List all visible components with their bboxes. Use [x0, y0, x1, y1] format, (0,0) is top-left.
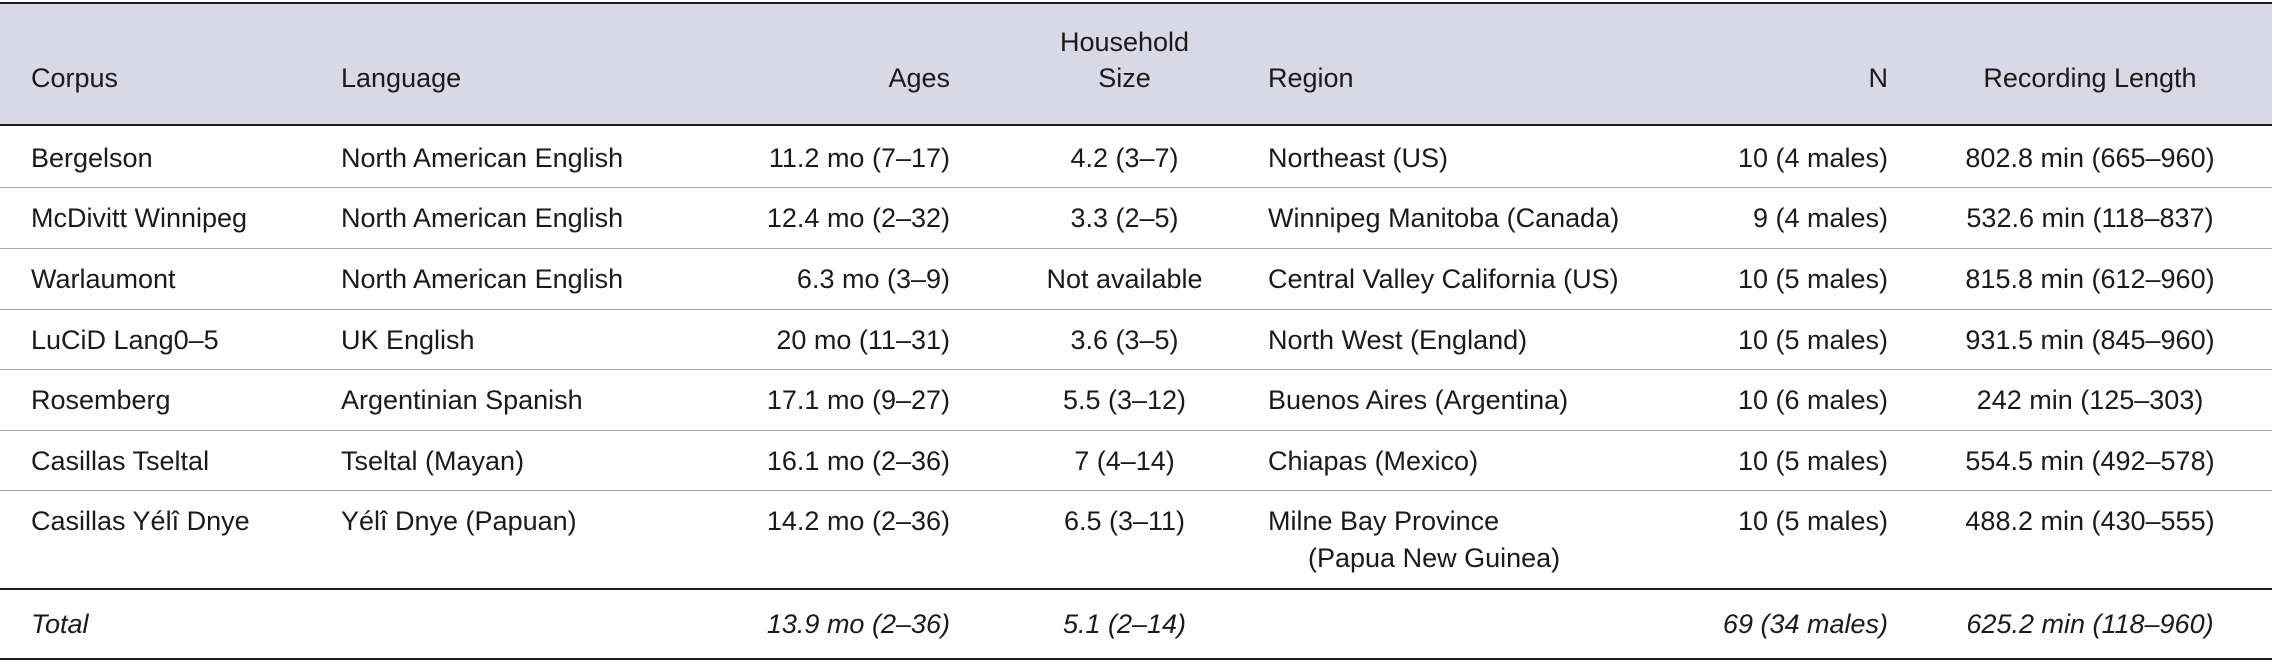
- table-header: [0, 4, 2272, 124]
- row-corpus: LuCiD Lang0–5: [31, 325, 219, 355]
- row-language: Tseltal (Mayan): [341, 446, 525, 476]
- row-ages: 20 mo (11–31): [776, 325, 950, 355]
- total-n: 69 (34 males): [1722, 609, 1888, 639]
- row-language: North American English: [341, 264, 624, 294]
- row-separator: [0, 248, 2272, 249]
- row-region: Buenos Aires (Argentina): [1268, 385, 1569, 415]
- total-recording-length: 625.2 min (118–960): [1966, 609, 2214, 639]
- top-rule: [0, 2, 2272, 4]
- row-region-continued: (Papua New Guinea): [1308, 543, 1561, 573]
- total-household: 5.1 (2–14): [1062, 609, 1187, 639]
- header-corpus: Corpus: [31, 63, 119, 93]
- row-n: 10 (5 males): [1737, 506, 1888, 536]
- row-corpus: Bergelson: [31, 143, 153, 173]
- header-household-line2: Size: [1098, 63, 1151, 93]
- row-ages: 14.2 mo (2–36): [766, 506, 950, 536]
- header-n: N: [1868, 63, 1889, 93]
- row-language: North American English: [341, 143, 624, 173]
- row-separator: [0, 309, 2272, 310]
- row-region: Northeast (US): [1268, 143, 1449, 173]
- row-ages: 12.4 mo (2–32): [766, 203, 950, 233]
- header-language: Language: [341, 63, 462, 93]
- row-ages: 6.3 mo (3–9): [796, 264, 950, 294]
- row-separator: [0, 369, 2272, 370]
- header-rule: [0, 124, 2272, 126]
- row-language: UK English: [341, 325, 475, 355]
- row-recording-length: 532.6 min (118–837): [1966, 203, 2214, 233]
- total-ages: 13.9 mo (2–36): [766, 609, 950, 639]
- row-separator: [0, 430, 2272, 431]
- row-region: Chiapas (Mexico): [1268, 446, 1479, 476]
- total-label: Total: [31, 609, 89, 639]
- row-language: Argentinian Spanish: [341, 385, 583, 415]
- row-corpus: Rosemberg: [31, 385, 171, 415]
- row-n: 10 (4 males): [1737, 143, 1888, 173]
- row-household: 4.2 (3–7): [1070, 143, 1179, 173]
- row-corpus: McDivitt Winnipeg: [31, 203, 248, 233]
- row-ages: 16.1 mo (2–36): [766, 446, 950, 476]
- row-region: North West (England): [1268, 325, 1528, 355]
- row-language: North American English: [341, 203, 624, 233]
- row-recording-length: 815.8 min (612–960): [1965, 264, 2215, 294]
- row-n: 10 (5 males): [1737, 446, 1888, 476]
- row-corpus: Warlaumont: [31, 264, 176, 294]
- row-household: 5.5 (3–12): [1062, 385, 1187, 415]
- row-recording-length: 802.8 min (665–960): [1965, 143, 2215, 173]
- row-household: 7 (4–14): [1074, 446, 1175, 476]
- row-region: Milne Bay Province: [1268, 506, 1500, 536]
- row-recording-length: 242 min (125–303): [1976, 385, 2204, 415]
- header-region: Region: [1268, 63, 1354, 93]
- row-separator: [0, 490, 2272, 491]
- row-n: 9 (4 males): [1752, 203, 1888, 233]
- row-household: 3.3 (2–5): [1070, 203, 1179, 233]
- total-rule: [0, 588, 2272, 590]
- bottom-rule: [0, 658, 2272, 660]
- header-recording-length: Recording Length: [1983, 63, 2197, 93]
- row-ages: 11.2 mo (7–17): [768, 143, 950, 173]
- row-region: Central Valley California (US): [1268, 264, 1619, 294]
- row-corpus: Casillas Yélî Dnye: [31, 506, 250, 536]
- row-region: Winnipeg Manitoba (Canada): [1268, 203, 1620, 233]
- header-ages: Ages: [888, 63, 950, 93]
- row-recording-length: 931.5 min (845–960): [1965, 325, 2215, 355]
- row-n: 10 (6 males): [1737, 385, 1888, 415]
- row-separator: [0, 187, 2272, 188]
- row-corpus: Casillas Tseltal: [31, 446, 210, 476]
- row-household: Not available: [1046, 264, 1203, 294]
- row-household: 3.6 (3–5): [1070, 325, 1179, 355]
- row-n: 10 (5 males): [1737, 264, 1888, 294]
- header-household-line1: Household: [1059, 27, 1190, 57]
- row-ages: 17.1 mo (9–27): [766, 385, 950, 415]
- row-language: Yélî Dnye (Papuan): [341, 506, 577, 536]
- row-n: 10 (5 males): [1737, 325, 1888, 355]
- row-recording-length: 554.5 min (492–578): [1965, 446, 2215, 476]
- row-recording-length: 488.2 min (430–555): [1965, 506, 2215, 536]
- row-household: 6.5 (3–11): [1063, 506, 1186, 536]
